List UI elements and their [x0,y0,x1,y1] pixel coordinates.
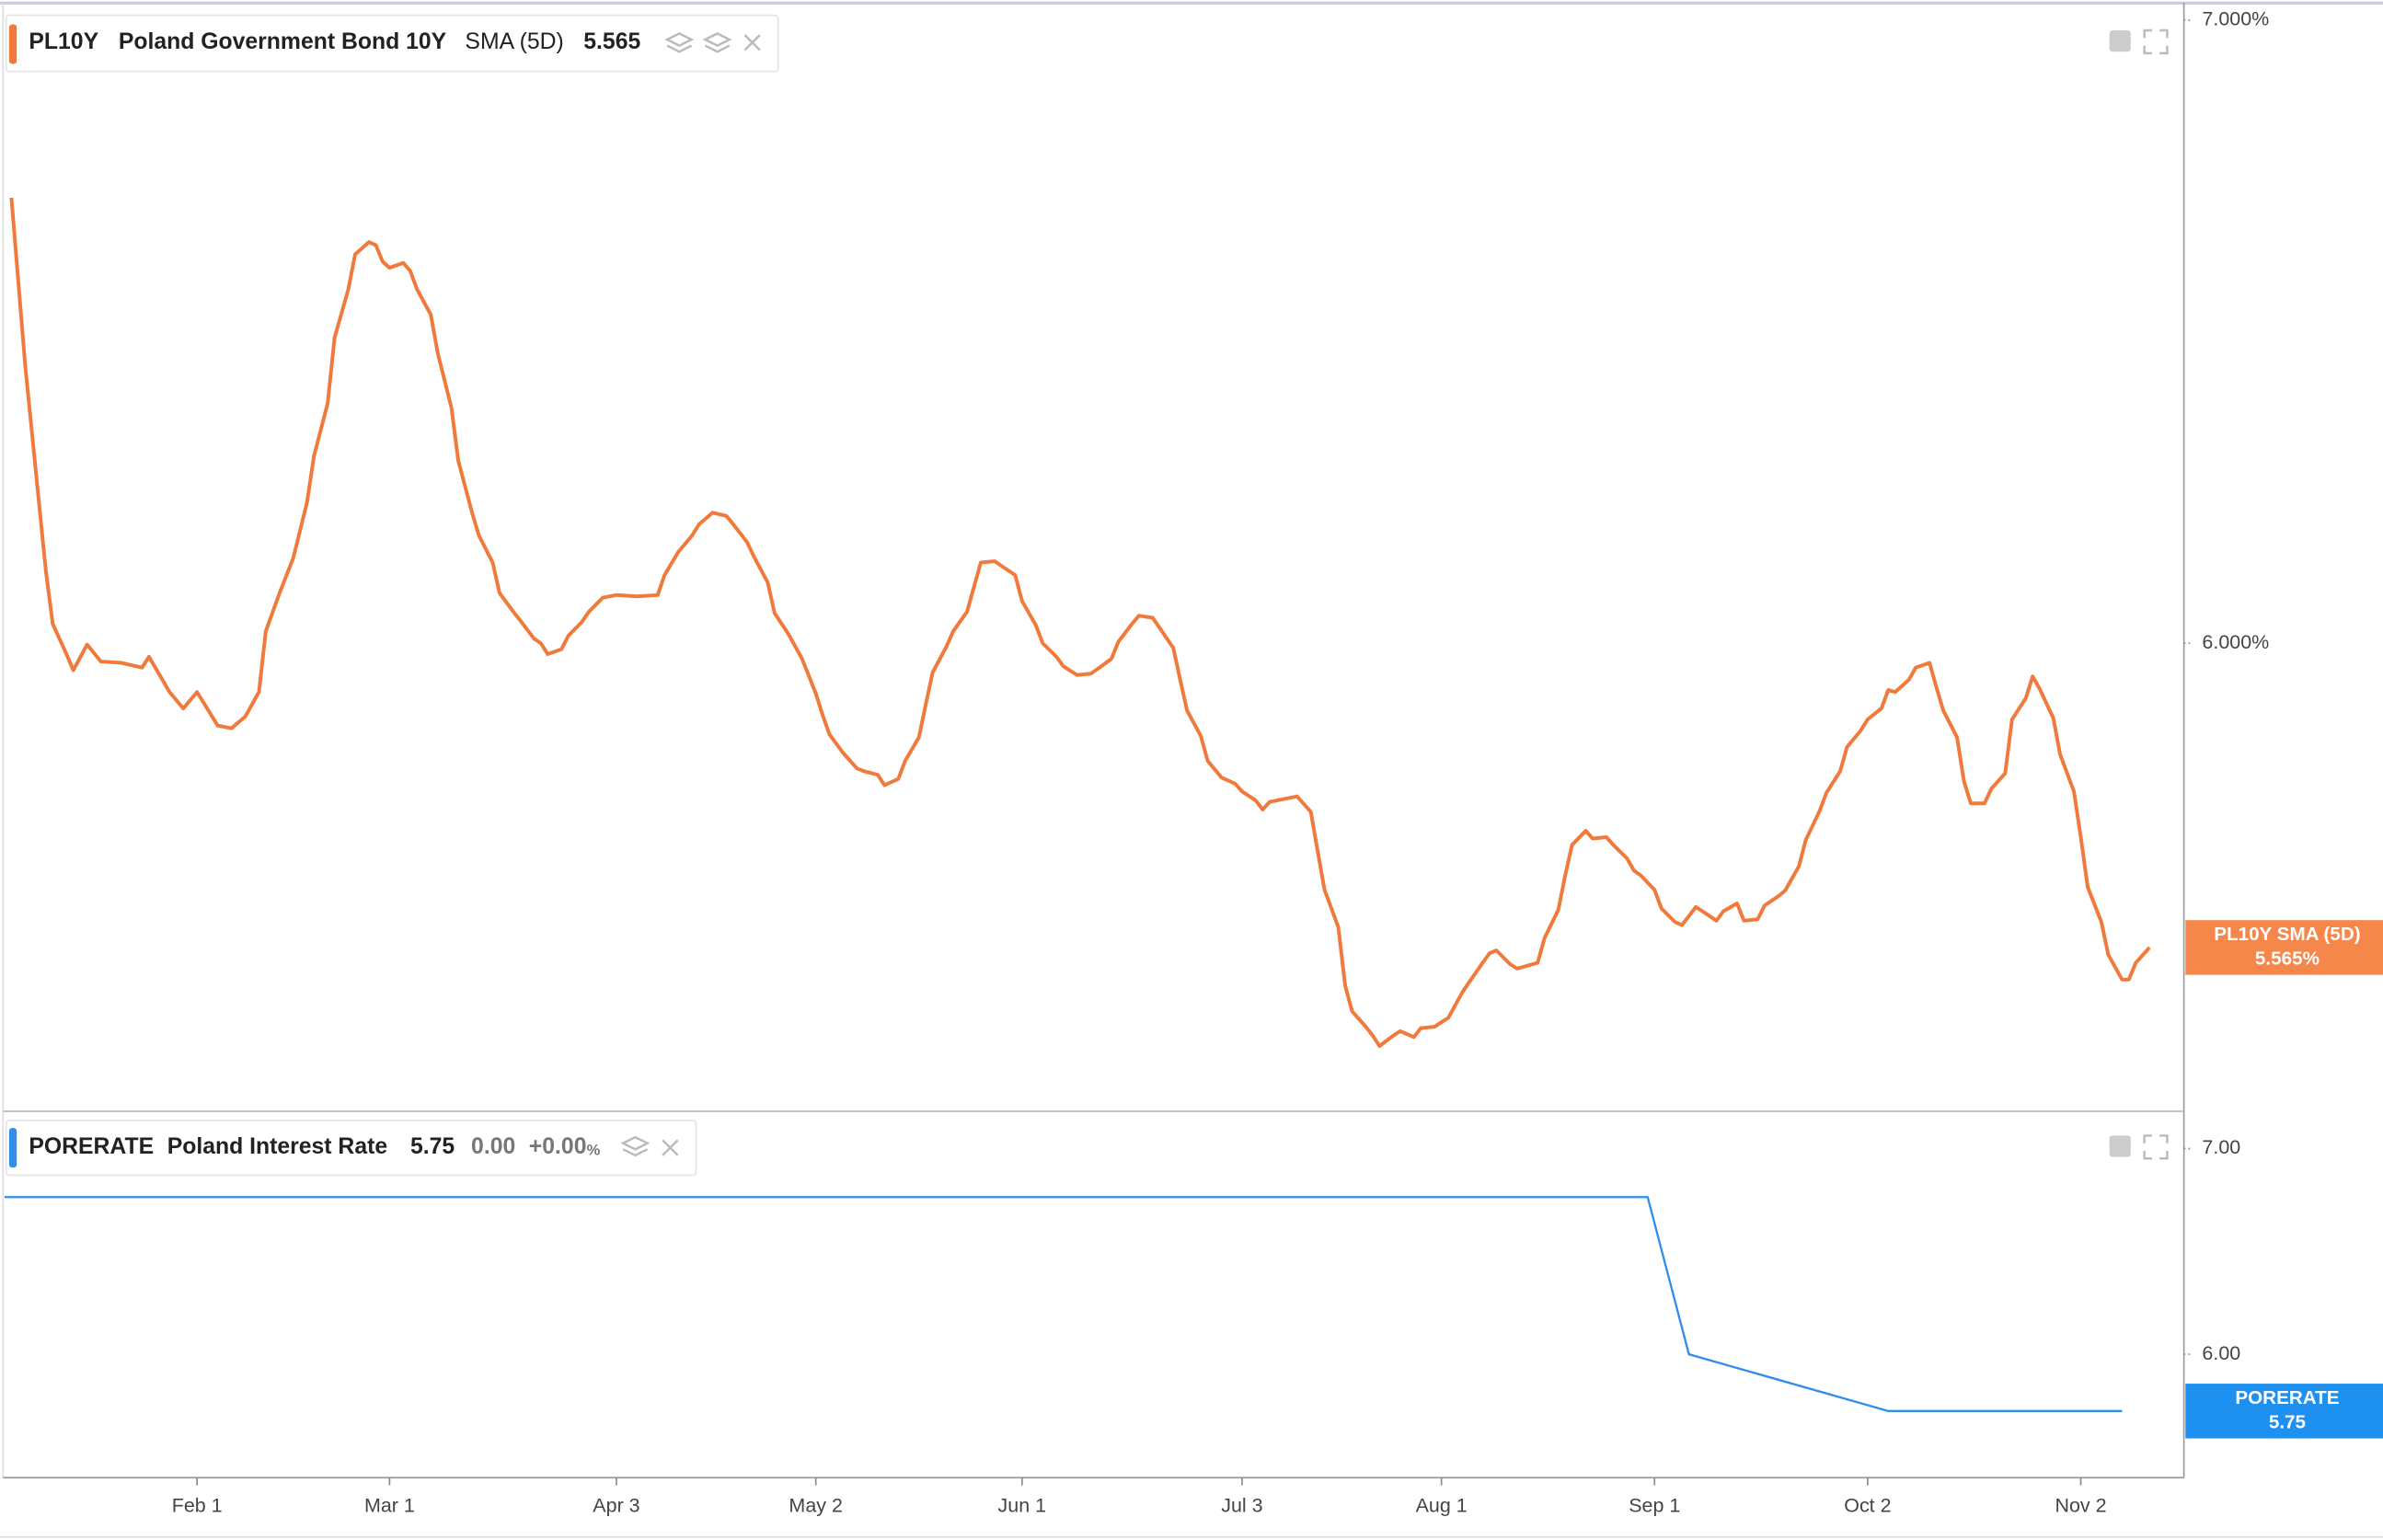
series-line [9,197,2151,1049]
badge-name: PORERATE [2235,1387,2339,1408]
instrument-title: Poland Government Bond 10Y [119,29,447,54]
y-tick-label: 6.00 [2202,1342,2240,1364]
panel-icons[interactable] [2109,29,2169,55]
close-icon[interactable] [743,34,761,52]
x-tick-label: Apr 3 [593,1494,639,1516]
last-value-badge: PL10Y SMA (5D) 5.565% [2185,920,2383,975]
change-unit: % [587,1141,601,1158]
badge-value: 5.75 [2269,1412,2306,1433]
upper-header: PL10Y Poland Government Bond 10Y SMA (5D… [5,14,2169,73]
indicator: SMA (5D) [465,29,563,54]
symbol: PORERATE [29,1134,154,1159]
change: 0.00 [471,1134,515,1159]
x-tick-label: Oct 2 [1844,1494,1891,1516]
y-tick-label: 7.000% [2202,8,2269,30]
x-tick-label: Nov 2 [2055,1494,2106,1516]
badge-value: 5.565% [2255,948,2320,970]
x-tick-label: Mar 1 [364,1494,415,1516]
header-box [5,1120,697,1177]
y-tick-label: 6.000% [2202,631,2269,653]
header-box [5,14,779,73]
x-tick-label: May 2 [789,1494,842,1516]
series-marker [8,1128,17,1168]
layer-icons[interactable] [620,1135,679,1157]
layer-icons[interactable] [664,31,761,53]
move-up-icon[interactable] [2109,1135,2131,1157]
last-value: 5.565 [583,29,640,54]
series-line [4,1196,2123,1412]
instrument-title: Poland Interest Rate [167,1134,387,1159]
download-icon[interactable] [2109,30,2131,52]
badge-box [2185,1384,2383,1439]
y-tick-label: 7.00 [2202,1136,2240,1158]
fullscreen-icon[interactable] [2143,29,2169,55]
x-tick-label: Feb 1 [172,1494,223,1516]
layer-icon[interactable] [620,1135,650,1157]
last-value-badge: PORERATE 5.75 [2185,1384,2383,1439]
close-icon[interactable] [662,1139,679,1156]
fullscreen-icon[interactable] [2143,1134,2169,1160]
symbol: PL10Y [29,29,98,54]
badge-name: PL10Y SMA (5D) [2214,924,2360,945]
badge-box [2185,920,2383,975]
x-tick-label: Jul 3 [1221,1494,1262,1516]
x-tick-label: Jun 1 [998,1494,1047,1516]
last-value: 5.75 [410,1134,455,1159]
layer-up-icon[interactable] [664,31,695,53]
change-percent: +0.00 [529,1134,587,1159]
series-marker [8,24,17,64]
x-tick-label: Sep 1 [1629,1494,1680,1516]
layer-down-icon[interactable] [702,31,732,53]
lower-header: PORERATE Poland Interest Rate 5.75 0.00 … [5,1120,2169,1177]
x-tick-label: Aug 1 [1416,1494,1468,1516]
panel-icons[interactable] [2109,1134,2169,1160]
